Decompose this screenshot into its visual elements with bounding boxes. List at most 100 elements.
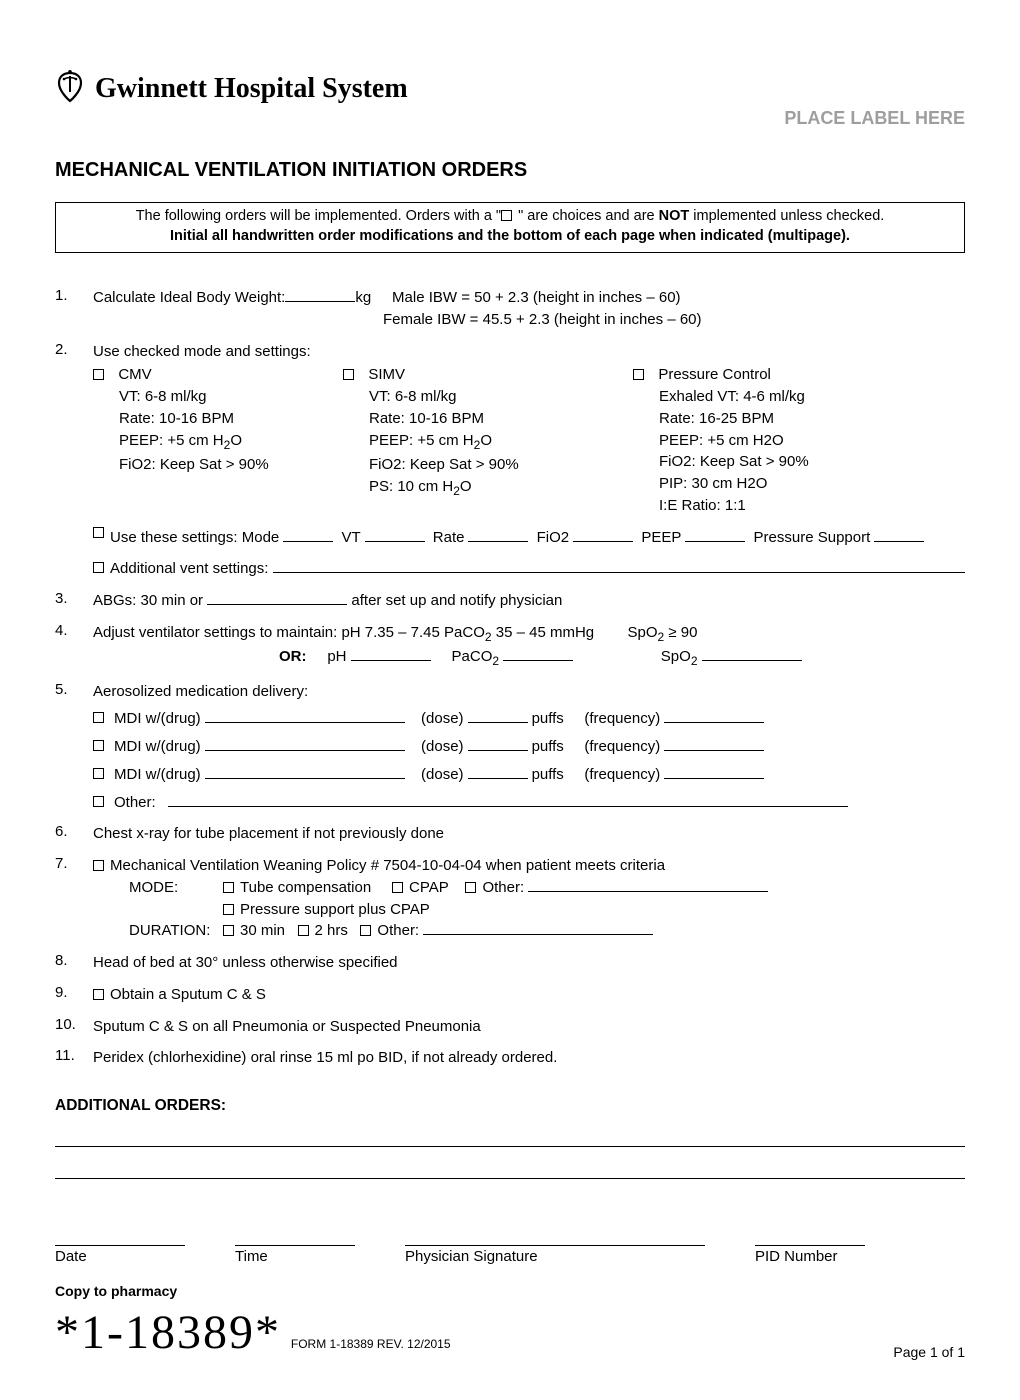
o1-kg: kg <box>355 289 371 306</box>
fio2-blank[interactable] <box>573 527 633 542</box>
freq3-blank[interactable] <box>664 764 764 779</box>
dose1-blank[interactable] <box>468 708 528 723</box>
paco2-blank[interactable] <box>503 646 573 661</box>
spo2-blank[interactable] <box>702 646 802 661</box>
simv-pstail: O <box>460 478 472 495</box>
order-num: 8. <box>55 952 93 969</box>
freq2-blank[interactable] <box>664 736 764 751</box>
place-label-text: PLACE LABEL HERE <box>784 108 965 129</box>
o4-or: OR: <box>279 648 307 665</box>
sputum-checkbox[interactable] <box>93 989 104 1000</box>
o3-b: after set up and notify physician <box>351 592 562 609</box>
o3-a: ABGs: 30 min or <box>93 592 203 609</box>
order-num: 2. <box>55 341 93 358</box>
mode-other-checkbox[interactable] <box>465 882 476 893</box>
drug3-blank[interactable] <box>205 764 405 779</box>
cmv-vt: VT: 6-8 ml/kg <box>93 386 343 408</box>
footer: *1-18389* FORM 1-18389 REV. 12/2015 Page… <box>55 1305 965 1360</box>
dur-other-checkbox[interactable] <box>360 925 371 936</box>
o4-a: Adjust ventilator settings to maintain: … <box>93 624 485 641</box>
mdi2-checkbox[interactable] <box>93 740 104 751</box>
ibw-blank[interactable] <box>285 287 355 302</box>
pc-checkbox[interactable] <box>633 369 644 380</box>
dose-label: (dose) <box>421 736 464 758</box>
freq-label: (frequency) <box>584 736 660 758</box>
date-label: Date <box>55 1248 185 1265</box>
pid-blank[interactable] <box>755 1229 865 1246</box>
drug1-blank[interactable] <box>205 708 405 723</box>
header: Gwinnett Hospital System PLACE LABEL HER… <box>55 70 965 129</box>
mdi3-checkbox[interactable] <box>93 768 104 779</box>
use-settings-checkbox[interactable] <box>93 527 104 538</box>
simv-ps: PS: 10 cm H <box>369 478 453 495</box>
use-settings-label: Use these settings: Mode <box>110 527 279 549</box>
mode-other-blank[interactable] <box>528 877 768 892</box>
pscpap-checkbox[interactable] <box>223 904 234 915</box>
o4-spo2: SpO <box>661 648 691 665</box>
time-blank[interactable] <box>235 1229 355 1246</box>
simv-peep: PEEP: +5 cm H <box>369 432 474 449</box>
add-settings-checkbox[interactable] <box>93 562 104 573</box>
mode-blank[interactable] <box>283 527 333 542</box>
ps-blank[interactable] <box>874 527 924 542</box>
order-num: 9. <box>55 984 93 1001</box>
time-label: Time <box>235 1248 355 1265</box>
dose2-blank[interactable] <box>468 736 528 751</box>
rate-lbl: Rate <box>433 527 465 549</box>
mdi-label: MDI w/(drug) <box>114 736 201 758</box>
vt-blank[interactable] <box>365 527 425 542</box>
rate-blank[interactable] <box>468 527 528 542</box>
order-num: 7. <box>55 855 93 872</box>
order-3: 3. ABGs: 30 min or after set up and noti… <box>55 590 965 612</box>
drug2-blank[interactable] <box>205 736 405 751</box>
peep-blank[interactable] <box>685 527 745 542</box>
orders-list: 1. Calculate Ideal Body Weight:kg Male I… <box>55 287 965 1069</box>
cpap-checkbox[interactable] <box>392 882 403 893</box>
order-5: 5. Aerosolized medication delivery: MDI … <box>55 681 965 814</box>
pc-fio2: FiO2: Keep Sat > 90% <box>633 451 965 473</box>
order-num: 6. <box>55 823 93 840</box>
freq1-blank[interactable] <box>664 708 764 723</box>
abg-blank[interactable] <box>207 590 347 605</box>
wean-checkbox[interactable] <box>93 860 104 871</box>
phys-sig-label: Physician Signature <box>405 1248 705 1265</box>
o2-intro: Use checked mode and settings: <box>93 341 965 363</box>
dose3-blank[interactable] <box>468 764 528 779</box>
page: Gwinnett Hospital System PLACE LABEL HER… <box>0 0 1020 1400</box>
additional-line1[interactable] <box>55 1129 965 1147</box>
dur30-checkbox[interactable] <box>223 925 234 936</box>
dur-other-label: Other: <box>377 922 419 939</box>
order-num: 3. <box>55 590 93 607</box>
dur-other-blank[interactable] <box>423 920 653 935</box>
add-settings-blank[interactable] <box>273 558 965 573</box>
pc-evt: Exhaled VT: 4-6 ml/kg <box>633 386 965 408</box>
cpap-label: CPAP <box>409 879 449 896</box>
instruction-line1a: The following orders will be implemented… <box>136 208 501 224</box>
dur30-label: 30 min <box>240 922 285 939</box>
cmv-peeptail: O <box>230 432 242 449</box>
other-med-blank[interactable] <box>168 792 848 807</box>
ps-lbl: Pressure Support <box>754 527 871 549</box>
dur2h-checkbox[interactable] <box>298 925 309 936</box>
order-num: 1. <box>55 287 93 304</box>
signature-row: Date Time Physician Signature PID Number <box>55 1229 965 1265</box>
copy-to-pharmacy: Copy to pharmacy <box>55 1283 965 1299</box>
vt-lbl: VT <box>341 527 360 549</box>
cmv-peep: PEEP: +5 cm H <box>119 432 224 449</box>
other-med-checkbox[interactable] <box>93 796 104 807</box>
date-blank[interactable] <box>55 1229 185 1246</box>
pc-peep: PEEP: +5 cm H2O <box>633 430 965 452</box>
simv-checkbox[interactable] <box>343 369 354 380</box>
ph-blank[interactable] <box>351 646 431 661</box>
page-number: Page 1 of 1 <box>893 1344 965 1360</box>
o4-ph: pH <box>327 648 346 665</box>
phys-sig-blank[interactable] <box>405 1229 705 1246</box>
cmv-checkbox[interactable] <box>93 369 104 380</box>
mdi1-checkbox[interactable] <box>93 712 104 723</box>
instruction-line1b: " are choices and are <box>518 208 659 224</box>
tube-checkbox[interactable] <box>223 882 234 893</box>
additional-line2[interactable] <box>55 1161 965 1179</box>
hospital-name: Gwinnett Hospital System <box>95 73 408 105</box>
cmv-rate: Rate: 10-16 BPM <box>93 408 343 430</box>
o7-duration: DURATION: <box>93 920 223 942</box>
